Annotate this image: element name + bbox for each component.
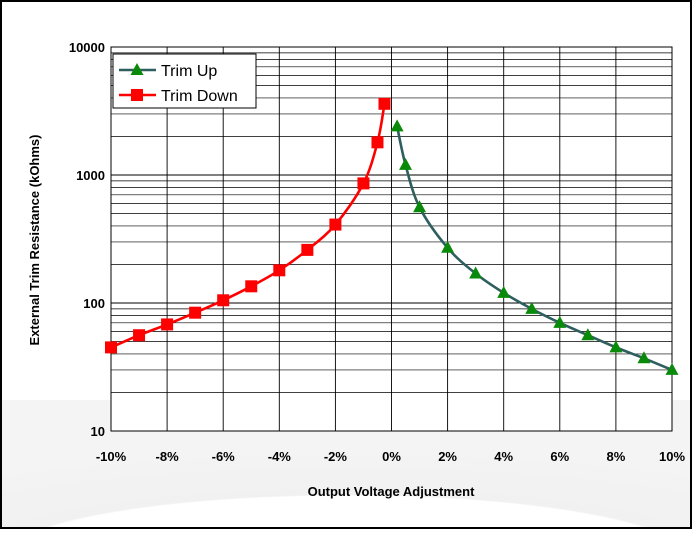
marker-trim-down	[105, 341, 117, 354]
x-tick-label: 10%	[659, 449, 685, 464]
marker-trim-up	[441, 240, 455, 253]
marker-trim-down	[357, 177, 370, 190]
x-tick-label: -10%	[96, 449, 127, 464]
marker-trim-up	[581, 328, 595, 341]
y-tick-label: 1000	[76, 168, 105, 183]
y-axis-label: External Trim Resistance (kOhms)	[27, 135, 42, 346]
marker-trim-up	[399, 157, 413, 170]
marker-trim-up	[665, 362, 679, 375]
marker-trim-up	[637, 351, 651, 364]
tick-labels: -10% -8% -6% -4% -2% 0% 2% 4% 6% 8% 10% 10 100 1000 10…	[69, 40, 686, 464]
y-tick-label: 10	[91, 424, 105, 439]
legend-marker	[130, 63, 144, 75]
marker-trim-down	[245, 280, 258, 293]
legend-entry: Trim Down	[161, 88, 238, 105]
marker-trim-down	[378, 97, 391, 110]
x-axis-label: Output Voltage Adjustment	[308, 484, 475, 499]
marker-trim-up	[390, 119, 404, 132]
marker-trim-down	[329, 218, 342, 231]
x-tick-label: 2%	[438, 449, 457, 464]
marker-trim-up	[553, 315, 567, 328]
marker-trim-up	[469, 266, 483, 279]
legend: Trim Up Trim Down	[112, 53, 257, 109]
y-tick-label: 100	[83, 296, 105, 311]
legend-entry: Trim Up	[161, 63, 217, 80]
marker-trim-down	[161, 318, 174, 331]
x-tick-label: -8%	[156, 449, 180, 464]
x-tick-label: -6%	[212, 449, 236, 464]
marker-trim-up	[609, 340, 623, 353]
x-tick-label: 6%	[550, 449, 569, 464]
x-tick-label: 8%	[607, 449, 626, 464]
y-tick-label: 10000	[69, 40, 105, 55]
marker-trim-down	[133, 329, 146, 342]
legend-marker	[131, 89, 143, 101]
data-markers	[105, 97, 679, 375]
x-tick-label: -4%	[268, 449, 292, 464]
marker-trim-down	[273, 264, 286, 277]
marker-trim-down	[301, 243, 314, 256]
marker-trim-down	[189, 306, 202, 319]
x-tick-label: 0%	[382, 449, 401, 464]
marker-trim-up	[497, 285, 511, 298]
x-tick-label: -2%	[324, 449, 348, 464]
marker-trim-down	[217, 294, 230, 307]
marker-trim-up	[413, 200, 427, 213]
marker-trim-down	[371, 136, 384, 149]
x-tick-label: 4%	[494, 449, 513, 464]
marker-trim-up	[525, 301, 539, 314]
